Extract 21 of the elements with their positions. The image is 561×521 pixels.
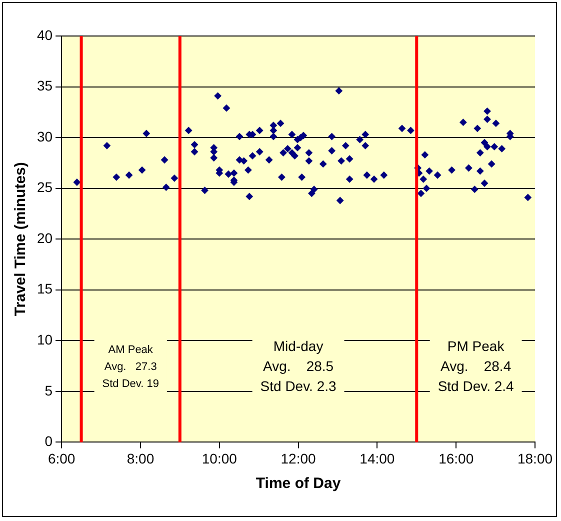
y-tick-label: 15 [36,280,53,297]
x-tick-label: 14:00 [360,450,395,466]
y-tick-label: 35 [36,78,53,94]
y-tick-label: 20 [36,230,53,246]
y-tick-label: 40 [36,26,53,43]
y-tick-label: 10 [36,332,53,348]
x-axis-title: Time of Day [256,475,342,492]
annotation: Mid-day Avg. 28.5 Std Dev. 2.3 [260,338,336,394]
x-tick-label: 16:00 [438,450,474,466]
annotation: PM Peak Avg. 28.4 Std Dev. 2.4 [438,338,514,394]
x-tick-label: 12:00 [280,450,316,466]
x-tick-label: 6:00 [48,450,76,466]
y-axis-title: Travel Time (minutes) [12,162,30,316]
x-tick-label: 10:00 [202,450,238,466]
x-tick-label: 18:00 [517,450,553,466]
annotation: AM Peak Avg. 27.3 Std Dev. 19 [102,344,159,390]
y-tick-label: 0 [44,433,53,450]
y-tick-label: 30 [36,128,53,144]
x-tick-label: 8:00 [126,450,154,466]
y-tick-label: 5 [44,382,53,398]
y-tick-label: 25 [36,179,53,196]
